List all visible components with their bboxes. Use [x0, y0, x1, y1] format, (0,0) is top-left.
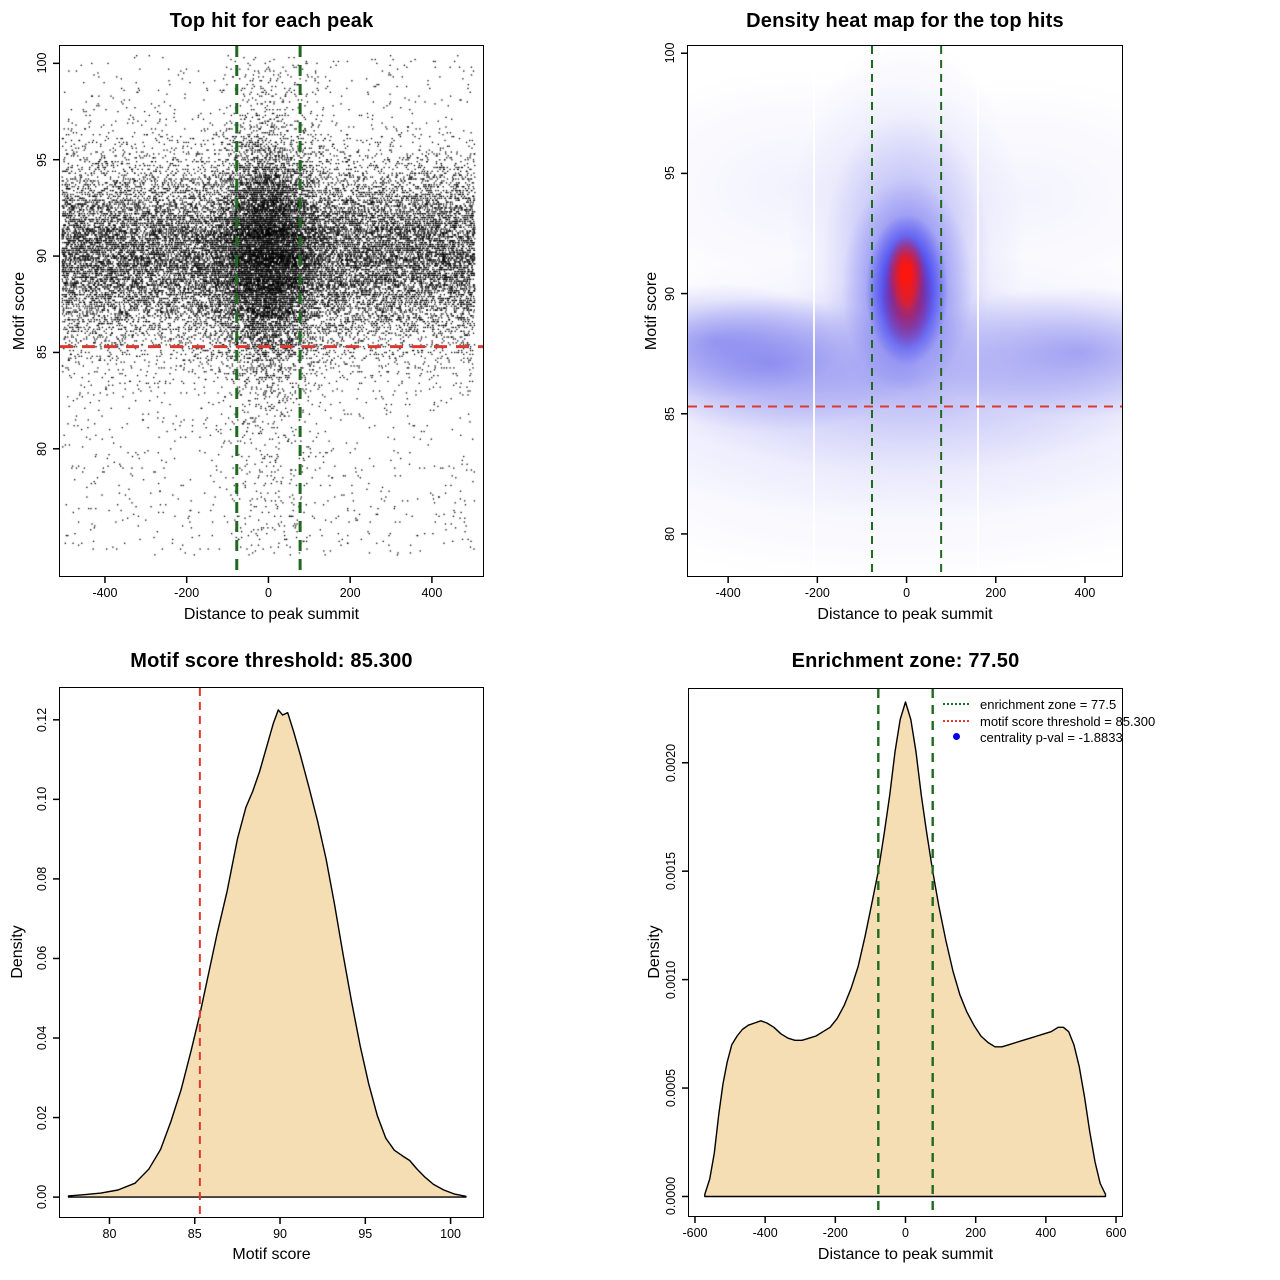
panel-title-enrichment-zone: Enrichment zone: 77.50	[791, 650, 1020, 672]
x-tick-label: 85	[187, 1227, 202, 1241]
x-tick-label: 0	[264, 586, 272, 600]
x-axis-label-bottom-right: Distance to peak summit	[817, 1246, 994, 1263]
heatmap-white-stripe	[977, 46, 979, 576]
plot-overlay	[53, 688, 467, 1224]
scatter-points-canvas	[60, 46, 483, 576]
x-axis-label-bottom-left: Motif score	[232, 1246, 311, 1263]
x-tick-label: 95	[358, 1227, 373, 1241]
x-tick-label: -400	[92, 586, 118, 600]
heatmap-white-stripe	[813, 46, 815, 576]
y-axis-label-top-left: Motif score	[11, 271, 28, 351]
plot-overlay	[682, 689, 1117, 1223]
panel-title-density-heatmap: Density heat map for the top hits	[746, 10, 1064, 32]
y-tick-label: 0.10	[35, 787, 49, 812]
y-tick-label: 0.12	[35, 707, 49, 732]
y-axis-label-bottom-right: Density	[646, 925, 663, 979]
legend-label: enrichment zone = 77.5	[980, 696, 1117, 712]
x-tick-label: -600	[682, 1226, 708, 1240]
legend-label: centrality p-val = -1.8833	[980, 729, 1123, 745]
plot-area-distance-density: enrichment zone = 77.5 motif score thres…	[664, 688, 1155, 1240]
y-tick-label: 85	[663, 406, 677, 421]
y-tick-label: 100	[35, 52, 49, 74]
x-tick-label: 600	[1105, 1226, 1127, 1240]
x-tick-label: 90	[273, 1227, 287, 1241]
x-axis-label-top-right: Distance to peak summit	[817, 606, 993, 623]
x-tick-label: -400	[752, 1226, 778, 1240]
density-curve	[67, 709, 467, 1198]
y-tick-label: 90	[35, 249, 49, 264]
x-tick-label: -200	[822, 1226, 848, 1240]
y-tick-label: 85	[35, 345, 49, 360]
y-tick-label: 0.02	[35, 1105, 49, 1130]
legend-row-motif-score-threshold: motif score threshold = 85.300	[943, 713, 1155, 729]
y-tick-label: 90	[663, 286, 677, 301]
panel-title-top-hit-scatter: Top hit for each peak	[169, 10, 374, 32]
y-tick-label: 0.0010	[664, 960, 678, 999]
x-tick-label: -200	[804, 586, 830, 600]
y-tick-label: 0.00	[35, 1184, 49, 1210]
y-tick-label: 95	[35, 152, 49, 167]
red-dotted-line-icon	[943, 720, 969, 722]
x-tick-label: 400	[421, 586, 443, 600]
y-tick-label: 95	[663, 166, 677, 181]
x-tick-label: 0	[902, 1226, 909, 1240]
panel-title-motif-score-threshold: Motif score threshold: 85.300	[130, 650, 413, 672]
y-tick-label: 0.04	[35, 1025, 49, 1051]
legend-row-enrichment-zone: enrichment zone = 77.5	[943, 696, 1116, 712]
x-tick-label: -400	[715, 586, 741, 600]
x-tick-label: 200	[339, 586, 361, 600]
x-tick-label: 100	[440, 1227, 461, 1241]
plot-area-top-hit-scatter: -400 -200 0 200 400 80 85 90 95 100	[35, 45, 484, 600]
x-tick-label: -200	[174, 586, 200, 600]
y-tick-label: 80	[663, 526, 677, 541]
x-tick-label: 400	[1074, 586, 1096, 600]
y-tick-label: 100	[663, 42, 677, 64]
x-tick-label: 0	[903, 586, 911, 600]
y-tick-label: 0.08	[35, 866, 49, 892]
plot-area-density-heatmap: -400 -200 0 200 400 80 85 90 95 100	[663, 43, 1123, 600]
x-tick-label: 400	[1035, 1226, 1057, 1240]
y-tick-label: 0.0020	[664, 743, 678, 782]
density-heatmap-layer	[688, 46, 1122, 576]
legend-label: motif score threshold = 85.300	[980, 713, 1156, 729]
y-axis-label-top-right: Motif score	[643, 271, 660, 351]
green-dotted-line-icon	[943, 703, 969, 705]
y-tick-label: 0.0015	[664, 852, 678, 891]
plot-area-motif-score-density: 80 85 90 95 100 0.00 0.02 0.04 0.06 0.08 0.10 0.12	[35, 687, 484, 1241]
y-tick-label: 0.0005	[664, 1068, 678, 1108]
x-tick-label: 80	[102, 1227, 117, 1241]
x-axis-label-top-left: Distance to peak summit	[183, 606, 360, 623]
y-tick-label: 0.0000	[664, 1177, 678, 1216]
x-tick-label: 200	[965, 1226, 987, 1240]
y-tick-label: 80	[35, 441, 49, 456]
legend-row-centrality-pval: centrality p-val = -1.8833	[943, 729, 1123, 745]
x-tick-label: 200	[985, 586, 1007, 600]
density-curve	[704, 701, 1107, 1198]
blue-dot-icon	[952, 733, 960, 741]
y-axis-label-bottom-left: Density	[9, 925, 26, 979]
y-tick-label: 0.06	[35, 946, 49, 971]
